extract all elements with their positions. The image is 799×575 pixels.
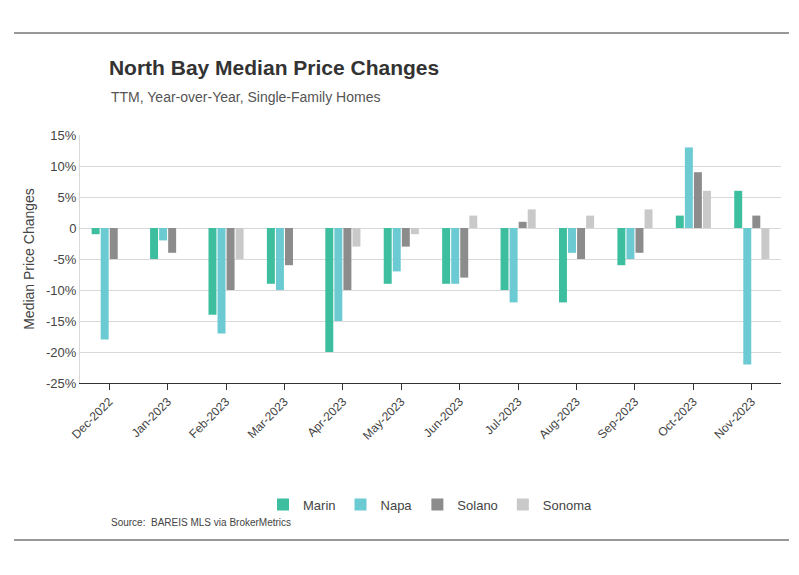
svg-text:Sonoma: Sonoma bbox=[543, 498, 592, 513]
svg-text:-20%: -20% bbox=[46, 345, 77, 360]
svg-text:Source: BAREIS MLS via Broker: Source: BAREIS MLS via BrokerMetrics bbox=[111, 517, 291, 528]
svg-text:Oct-2023: Oct-2023 bbox=[655, 395, 700, 440]
svg-text:-5%: -5% bbox=[53, 252, 77, 267]
svg-text:Aug-2023: Aug-2023 bbox=[536, 395, 583, 442]
svg-text:Dec-2022: Dec-2022 bbox=[69, 395, 116, 442]
svg-text:Marin: Marin bbox=[303, 498, 336, 513]
svg-text:5%: 5% bbox=[58, 190, 77, 205]
svg-text:Sep-2023: Sep-2023 bbox=[595, 395, 642, 442]
svg-text:-15%: -15% bbox=[46, 314, 77, 329]
svg-text:-10%: -10% bbox=[46, 283, 77, 298]
svg-text:May-2023: May-2023 bbox=[360, 395, 408, 443]
svg-text:Jul-2023: Jul-2023 bbox=[482, 395, 525, 438]
svg-text:Jun-2023: Jun-2023 bbox=[421, 395, 467, 441]
svg-text:-25%: -25% bbox=[46, 376, 77, 391]
svg-text:15%: 15% bbox=[50, 128, 76, 143]
svg-text:0: 0 bbox=[69, 221, 76, 236]
svg-text:Solano: Solano bbox=[457, 498, 497, 513]
svg-text:Mar-2023: Mar-2023 bbox=[245, 395, 291, 441]
svg-text:Median Price Changes: Median Price Changes bbox=[21, 188, 37, 330]
svg-text:Napa: Napa bbox=[381, 498, 413, 513]
svg-text:10%: 10% bbox=[50, 159, 76, 174]
svg-text:Feb-2023: Feb-2023 bbox=[186, 395, 232, 441]
svg-text:Jan-2023: Jan-2023 bbox=[129, 395, 175, 441]
svg-text:TTM, Year-over-Year, Single-Fa: TTM, Year-over-Year, Single-Family Homes bbox=[111, 89, 380, 105]
svg-text:Nov-2023: Nov-2023 bbox=[711, 395, 758, 442]
svg-text:Apr-2023: Apr-2023 bbox=[304, 395, 349, 440]
svg-text:North Bay Median Price Changes: North Bay Median Price Changes bbox=[109, 56, 439, 79]
